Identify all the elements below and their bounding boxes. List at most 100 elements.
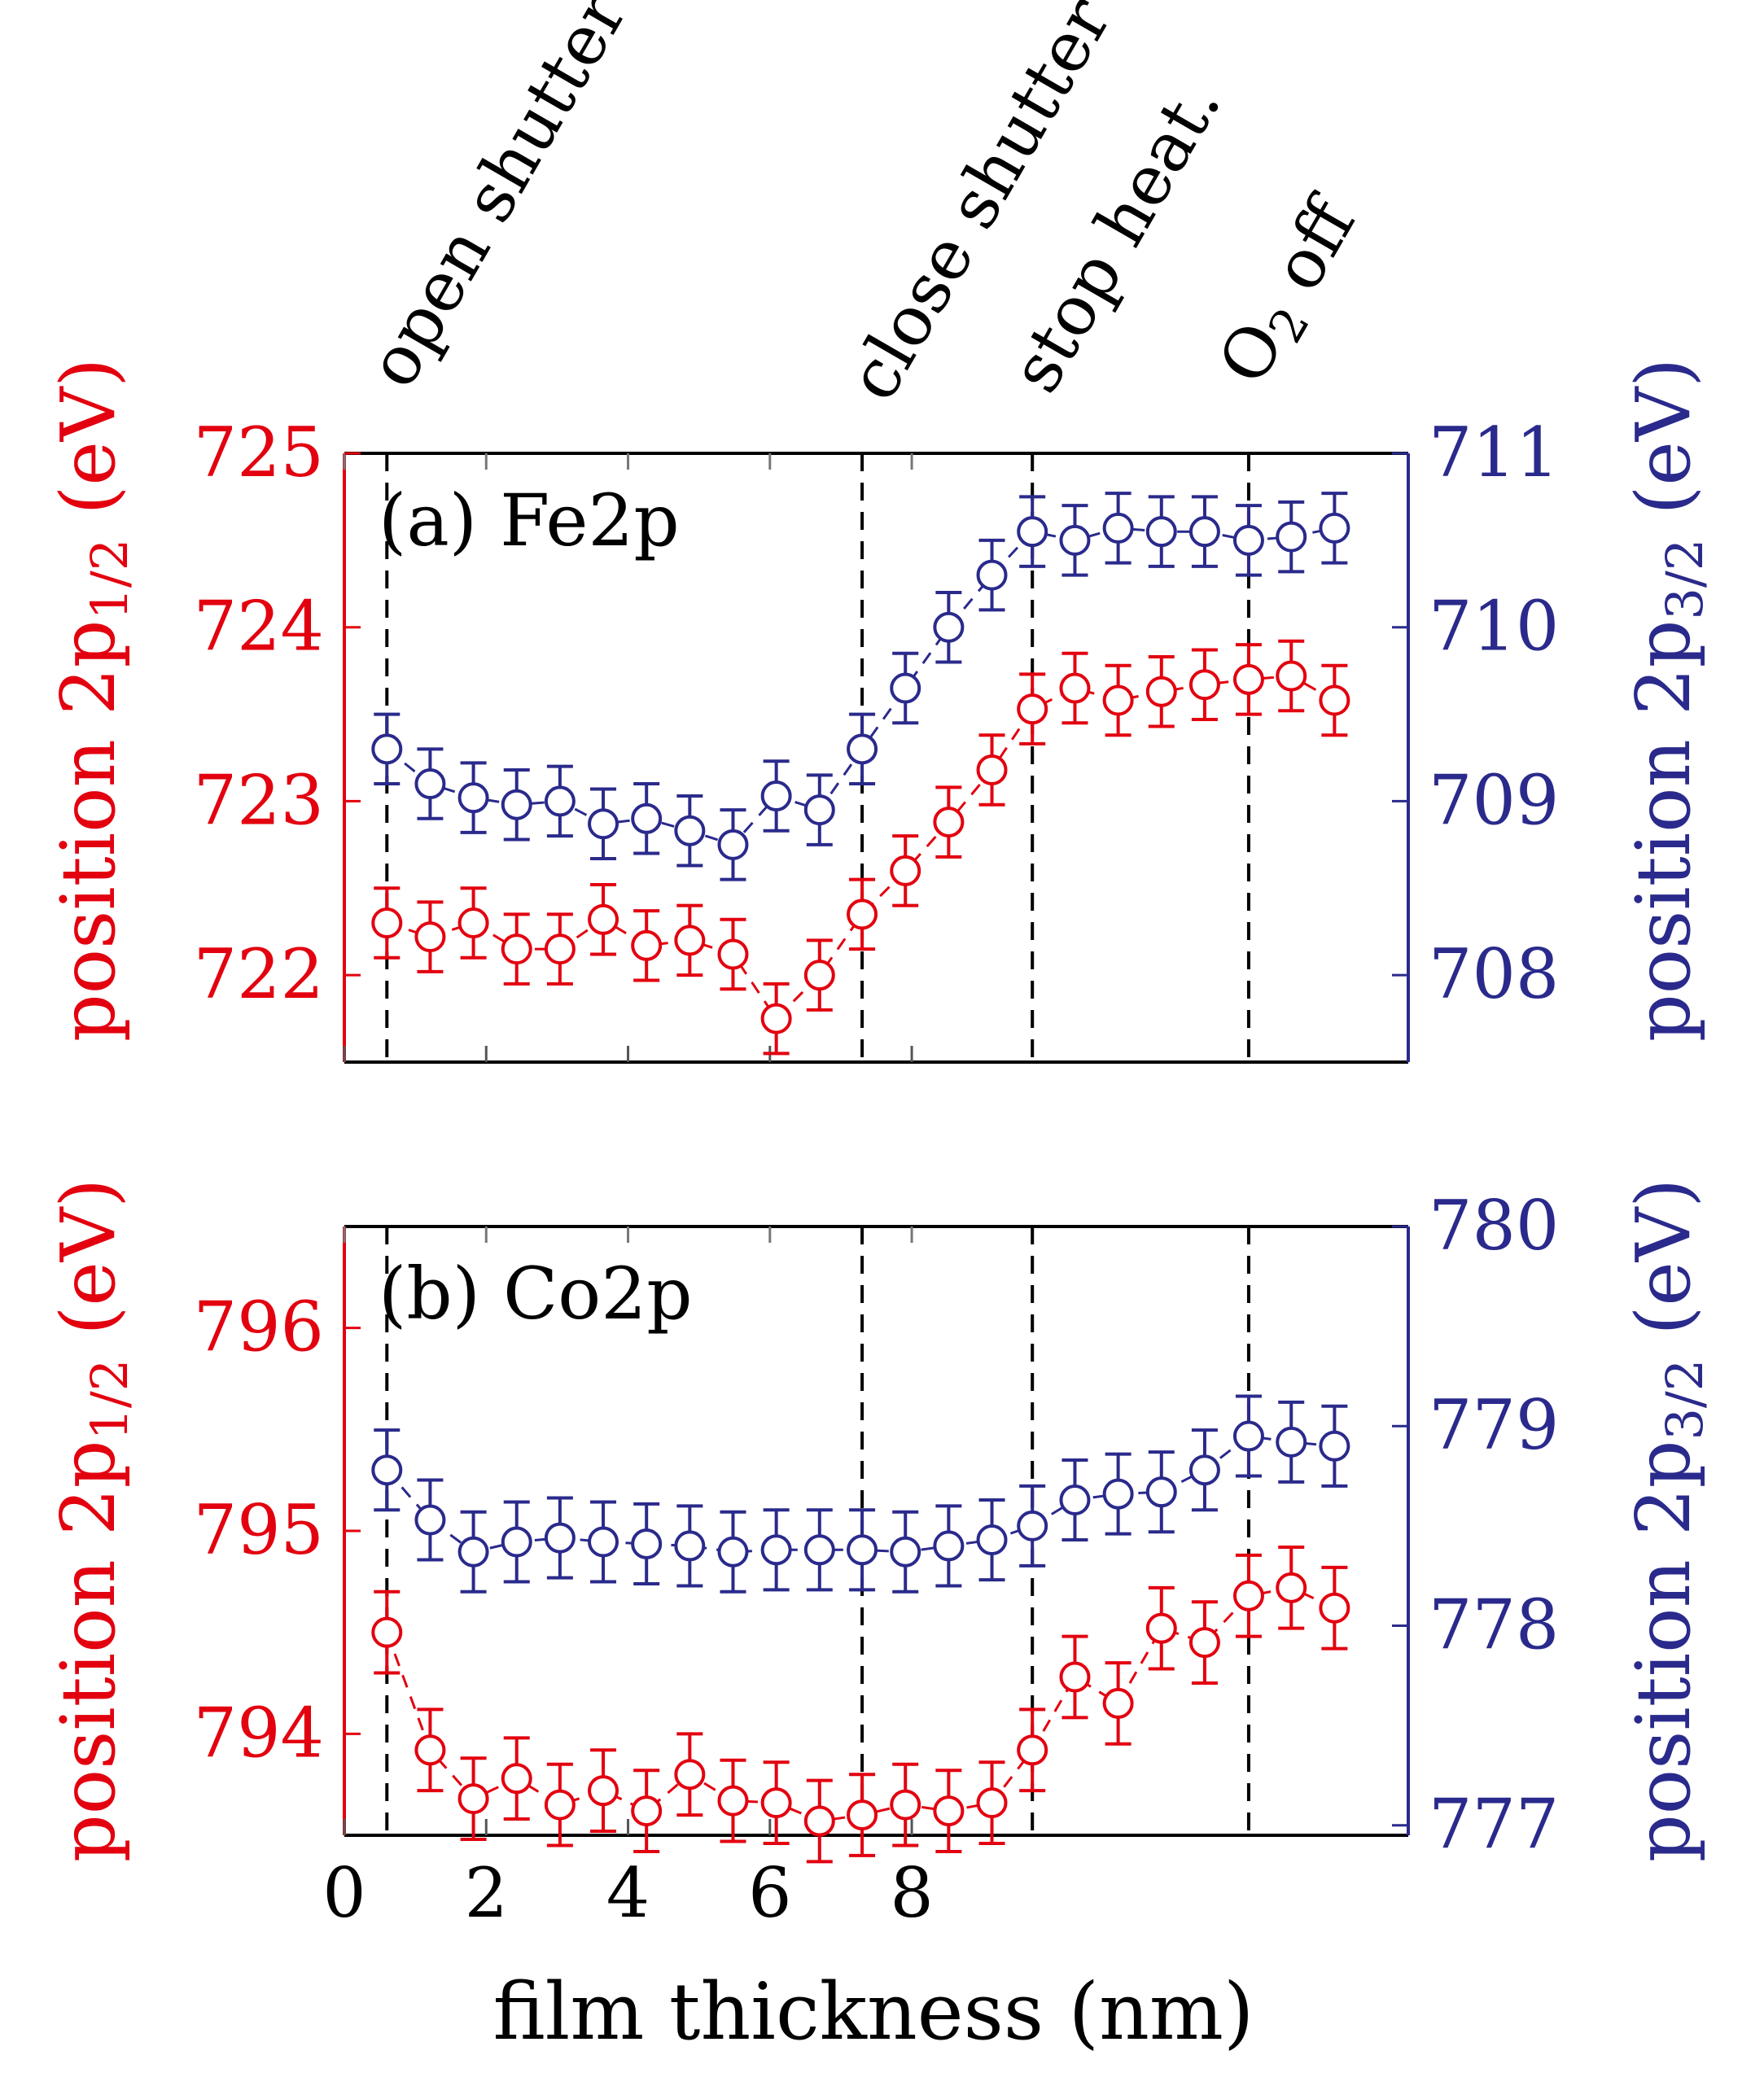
panel-a-right-series-point [1232, 524, 1264, 556]
panel-b-left-series-point [1319, 1592, 1350, 1624]
panel-a-right-tick-label: 709 [1429, 760, 1559, 840]
panel-b-left-series-point [1232, 1580, 1264, 1611]
panel-a-right-series-point [717, 829, 749, 860]
panel-b-right-series-point [1232, 1420, 1264, 1452]
panel-a-right-tick-label: 708 [1429, 934, 1559, 1014]
panel-b-plot-layer: 0 2 4 6 8 794 795 796 777 778 779 780 [194, 1186, 1560, 1933]
panel-a-right-label-main: position 2p [1620, 620, 1707, 1043]
panel-a-plot-layer: 722 723 724 725 708 709 710 711 [194, 413, 1559, 1064]
panel-b-right-series-point [1319, 1430, 1350, 1462]
panel-a-left-series-point [1145, 676, 1177, 707]
panel-b-right-series-point [1276, 1426, 1307, 1458]
panel-a-right-series-point [674, 815, 706, 846]
panel-b-right-tick-label: 777 [1429, 1785, 1559, 1865]
panel-b-right-label-unit: (eV) [1620, 1178, 1707, 1359]
panel-b-right-series-point [501, 1526, 532, 1558]
panel-a-left-label-sub: 1/2 [80, 539, 139, 620]
annotation-open-shutter: open shutter [352, 0, 642, 400]
panel-a-left-series-point [457, 907, 489, 939]
panel-a-right-series-point [414, 768, 446, 800]
panel-a-left-series-point [1319, 684, 1350, 716]
x-tick-label: 6 [748, 1853, 791, 1933]
panel-a-left-series-point [1102, 684, 1134, 716]
panel-b-right-tick-label: 778 [1429, 1585, 1559, 1664]
panel-a-left-series-point [501, 934, 532, 965]
panel-a-right-label-sub: 3/2 [1655, 539, 1714, 620]
panel-b-right-tick-label: 779 [1429, 1385, 1559, 1465]
panel-b-left-series-point [717, 1785, 749, 1817]
panel-a-left-series-point [976, 754, 1008, 785]
panel-a-left-label-main: position 2p [45, 620, 132, 1043]
panel-b-right-series-point [1102, 1478, 1134, 1510]
panel-b-left-series-point [414, 1734, 446, 1766]
panel-b-right-series-point [371, 1454, 403, 1486]
panel-b-right-series-point [631, 1528, 663, 1559]
panel-a-left-label-unit: (eV) [45, 358, 132, 539]
panel-b-left-tick-label: 795 [194, 1490, 324, 1570]
panel-b-left-series-point [760, 1787, 792, 1819]
annotation-o2-off: O2 off [1202, 182, 1378, 400]
panel-a-left-series-point [803, 960, 835, 991]
panel-a-left-tick-label: 722 [194, 934, 324, 1014]
panel-a-right-series-point [1017, 516, 1048, 548]
panel-a-left-tick-label: 724 [194, 587, 324, 667]
panel-a-right-series-point [847, 733, 878, 765]
panel-a-right-series-point [1276, 521, 1307, 553]
panel-a-left-series-point [371, 907, 403, 939]
panel-a-right-series-point [588, 808, 619, 840]
panel-b-right-series-point [803, 1534, 835, 1566]
panel-a-right-tick-label: 710 [1429, 587, 1559, 667]
panel-a-left-series-point [717, 938, 749, 970]
panel-a-right-series-point [803, 794, 835, 826]
panel-b-right-label-sub: 3/2 [1655, 1359, 1714, 1441]
panel-a-left-series-point [1017, 693, 1048, 725]
panel-b-right-series-point [544, 1522, 576, 1554]
panel-b-right-label-main: position 2p [1620, 1441, 1707, 1863]
panel-b-left-series-point [674, 1759, 706, 1791]
panel-a-left-series-point [847, 899, 878, 930]
x-tick-label: 2 [465, 1853, 508, 1933]
panel-a-right-series-point [1145, 516, 1177, 548]
annotation-o2-rest: off [1245, 182, 1372, 322]
panel-b-left-series-point [371, 1616, 403, 1648]
panel-a-right-series-point [544, 785, 576, 817]
panel-a-left-series-point [760, 1003, 792, 1034]
panel-a-left-tick-label: 723 [194, 760, 324, 840]
panel-b-left-series-point [976, 1787, 1008, 1819]
panel-b-left-series-point [588, 1775, 619, 1807]
panel-a-right-series-point [501, 789, 532, 820]
panel-a-left-series-point [414, 921, 446, 953]
panel-a-left-series-point [631, 929, 663, 961]
panel-b-left-series-point [1059, 1661, 1091, 1693]
panel-a-right-series-point [890, 672, 921, 704]
x-tick-label: 4 [606, 1853, 650, 1933]
x-tick-label: 8 [890, 1853, 933, 1933]
panel-a-left-series-point [674, 925, 706, 956]
panel-b-left-series-point [933, 1795, 965, 1827]
panel-b-right-series-point [674, 1530, 706, 1562]
panel-b-right-series-point [1188, 1454, 1220, 1486]
panel-a-label: (a) Fe2p [379, 479, 680, 562]
panel-b-left-series-point [847, 1799, 878, 1831]
x-axis-label: film thickness (nm) [493, 1966, 1254, 2057]
panel-a-right-series-point [1102, 512, 1134, 544]
panel-a-right-series-point [976, 559, 1008, 591]
panel-b-left-series-point [1102, 1687, 1134, 1719]
panel-b-left-axis-label: position 2p1/2 (eV) [45, 1178, 139, 1862]
panel-b-left-series-point [1276, 1572, 1307, 1603]
panel-a-right-series-point [631, 802, 663, 834]
panel-b-right-series-point [1145, 1476, 1177, 1508]
panel-b-left-series-point [890, 1789, 921, 1821]
panel-b: 0 2 4 6 8 794 795 796 777 778 779 780 (b) Co2p posi… [45, 1178, 1714, 2057]
panel-b-right-series-point [847, 1534, 878, 1566]
panel-a-right-label-unit: (eV) [1620, 358, 1707, 539]
panel-a-left-series-point [1276, 660, 1307, 692]
panel-a-right-series-point [1319, 512, 1350, 544]
panel-a-right-tick-label: 711 [1429, 413, 1559, 492]
panel-b-left-series-point [1188, 1627, 1220, 1659]
panel-a-left-series-point [890, 855, 921, 886]
panel-b-left-series-point [1017, 1734, 1048, 1766]
panel-b-left-series-point [803, 1805, 835, 1837]
panel-a-left-series-point [1188, 669, 1220, 701]
